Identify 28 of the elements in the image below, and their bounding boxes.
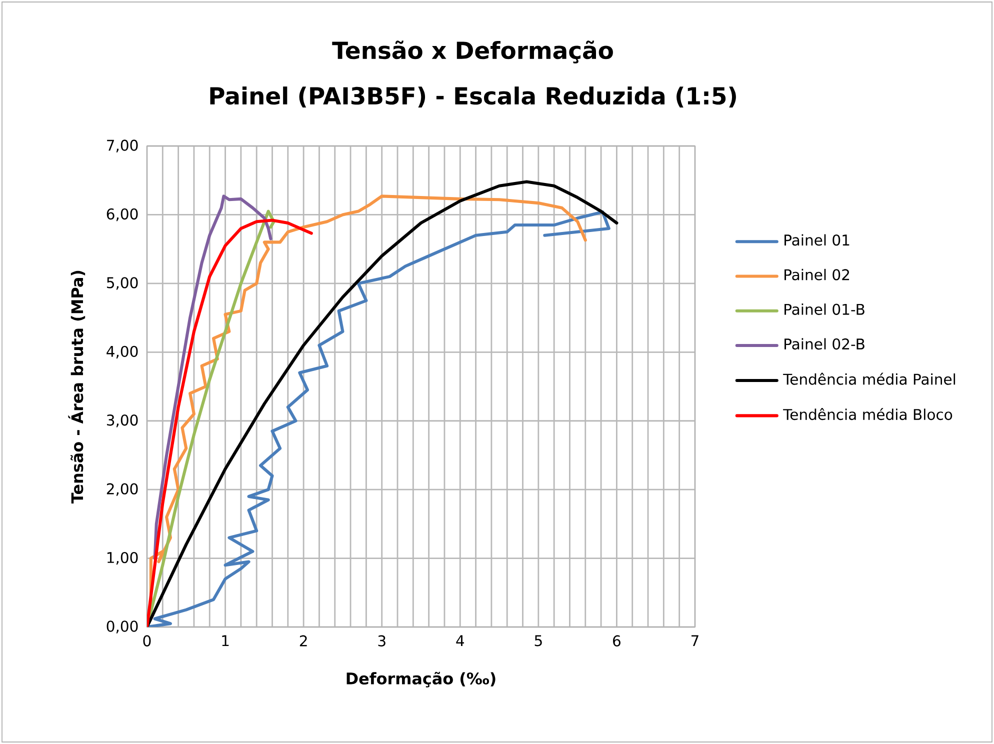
y-tick-label: 4,00 [106,346,138,358]
y-axis-title: Tensão - Área bruta (MPa) [68,270,86,504]
legend-label: Tendência média Painel [783,372,956,385]
x-tick-label: 1 [222,635,229,646]
y-tick-label: 5,00 [106,277,138,290]
legend-label: Painel 02-B [784,338,864,350]
chart-title: Tensão x Deformação [332,40,613,64]
x-tick-label: 4 [456,635,464,646]
y-tick-label: 7,00 [107,140,138,152]
line-series [147,218,313,627]
legend-label: Painel 01 [784,234,850,246]
y-tick-label: 0,00 [106,620,138,634]
y-tick-label: 1,00 [107,552,138,565]
legend-label: Painel 01-B [784,304,864,315]
x-tick-label: 0 [143,635,151,646]
line-series [153,194,272,560]
legend-label: Painel 02 [784,268,850,280]
x-tick-label: 7 [692,635,698,646]
y-tick-label: 3,00 [106,414,138,428]
legend-label: Tendência média Bloco [783,408,952,420]
y-tick-label: 6,00 [106,208,138,222]
x-tick-label: 5 [534,635,542,646]
x-tick-label: 6 [613,635,620,646]
y-tick-label: 2,00 [106,483,138,496]
chart-subtitle: Painel (PAI3B5F) - Escala Reduzida (1:5) [210,86,736,108]
x-axis-title: Deformação (‰) [346,672,496,688]
x-tick-label: 2 [300,635,307,646]
x-tick-label: 3 [378,635,386,646]
